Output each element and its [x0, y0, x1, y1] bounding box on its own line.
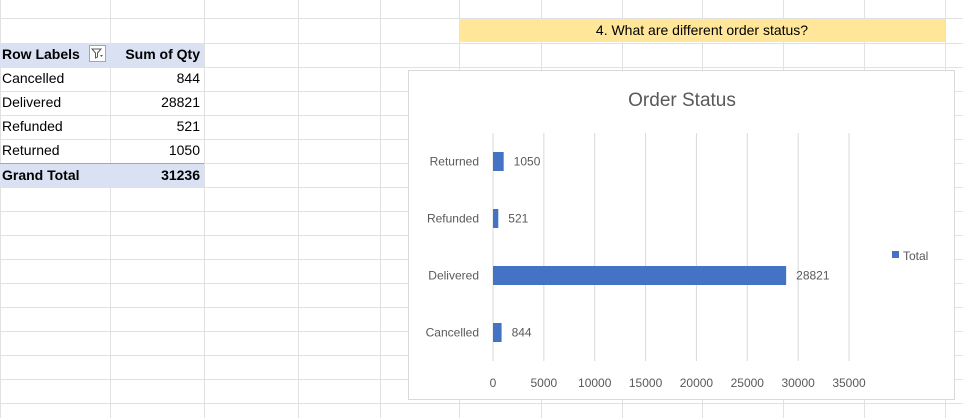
pivot-row[interactable]: Delivered 28821 — [0, 91, 204, 115]
row-value: 844 — [176, 70, 200, 86]
grand-total-label: Grand Total — [2, 167, 80, 183]
legend-label: Total — [903, 249, 928, 263]
row-label: Delivered — [2, 94, 62, 110]
bar — [493, 152, 504, 171]
x-tick-label: 25000 — [731, 376, 765, 390]
data-label: 844 — [512, 326, 532, 340]
x-tick-label: 35000 — [832, 376, 866, 390]
category-label: Returned — [430, 155, 479, 169]
x-tick-label: 0 — [490, 376, 497, 390]
data-label: 28821 — [796, 269, 830, 283]
x-tick-label: 10000 — [578, 376, 612, 390]
pivot-row[interactable]: Returned 1050 — [0, 139, 204, 163]
row-value: 28821 — [161, 94, 200, 110]
legend-swatch — [892, 251, 899, 258]
chart-svg: Order Status 0 5000 10000 15000 20000 25000 300… — [426, 90, 929, 390]
bar — [493, 209, 499, 228]
x-tick-label: 20000 — [680, 376, 714, 390]
data-label: 521 — [508, 212, 528, 226]
pivot-row[interactable]: Refunded 521 — [0, 115, 204, 139]
x-tick-label: 5000 — [531, 376, 558, 390]
order-status-chart[interactable]: Order Status 0 5000 10000 15000 20000 25000 300… — [408, 70, 955, 400]
pivot-row[interactable]: Cancelled 844 — [0, 67, 204, 91]
data-label: 1050 — [514, 155, 541, 169]
chart-title: Order Status — [628, 90, 736, 111]
filter-dropdown-button[interactable] — [89, 45, 106, 62]
x-tick-label: 15000 — [629, 376, 663, 390]
pivot-header-row: Row Labels Sum of Qty — [0, 43, 204, 67]
row-label: Cancelled — [2, 70, 65, 86]
question-cell[interactable]: 4. What are different order status? — [459, 19, 945, 42]
category-label: Delivered — [428, 269, 479, 283]
bar — [493, 323, 502, 342]
row-value: 1050 — [168, 142, 200, 158]
row-label: Refunded — [2, 118, 63, 134]
x-tick-label: 30000 — [781, 376, 815, 390]
category-label: Refunded — [427, 212, 479, 226]
filter-icon — [90, 48, 103, 59]
grand-total-row[interactable]: Grand Total 31236 — [0, 163, 204, 188]
category-label: Cancelled — [426, 326, 479, 340]
row-labels-header: Row Labels — [2, 46, 80, 62]
grand-total-value: 31236 — [161, 167, 200, 183]
sum-of-qty-header: Sum of Qty — [125, 46, 200, 62]
row-value: 521 — [176, 118, 200, 134]
bar — [493, 266, 787, 285]
row-label: Returned — [2, 142, 60, 158]
